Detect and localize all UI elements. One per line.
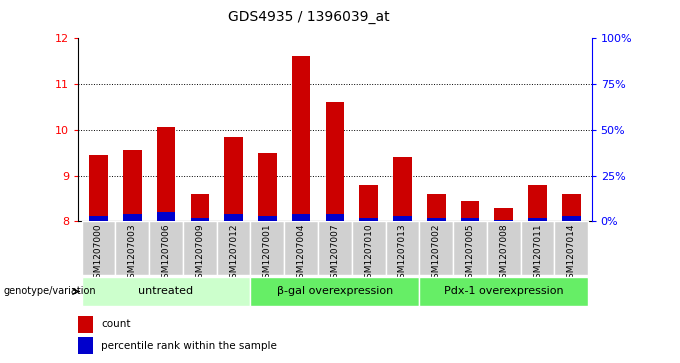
Bar [393,157,412,221]
Bar [360,218,378,221]
Text: GSM1207009: GSM1207009 [195,223,204,284]
Bar [420,221,453,275]
Text: GSM1207011: GSM1207011 [533,223,542,284]
Bar [528,218,547,221]
Text: GSM1207008: GSM1207008 [499,223,508,284]
Text: Pdx-1 overexpression: Pdx-1 overexpression [444,286,564,297]
Bar [224,214,243,221]
Bar [420,277,588,306]
Text: count: count [101,319,131,330]
Bar [562,216,581,221]
Text: percentile rank within the sample: percentile rank within the sample [101,340,277,351]
Bar [461,218,479,221]
Bar [224,136,243,221]
Bar [89,155,107,221]
Bar [190,218,209,221]
Bar [116,221,149,275]
Bar [156,212,175,221]
Text: GSM1207005: GSM1207005 [466,223,475,284]
Bar [292,214,310,221]
Bar [352,221,386,275]
Bar [78,338,92,354]
Bar [250,277,420,306]
Bar [123,214,141,221]
Bar [89,216,107,221]
Bar [250,221,284,275]
Bar [190,194,209,221]
Bar [258,153,277,221]
Bar [82,221,116,275]
Bar [292,56,310,221]
Bar [326,214,344,221]
Bar [427,194,445,221]
Text: GSM1207014: GSM1207014 [567,223,576,284]
Text: untreated: untreated [139,286,194,297]
Bar [487,221,521,275]
Bar [149,221,183,275]
Bar [156,127,175,221]
Bar [494,220,513,221]
Bar [78,316,92,333]
Bar [554,221,588,275]
Bar [453,221,487,275]
Text: β-gal overexpression: β-gal overexpression [277,286,393,297]
Bar [386,221,420,275]
Bar [494,208,513,221]
Text: genotype/variation: genotype/variation [3,286,96,297]
Bar [427,218,445,221]
Bar [521,221,554,275]
Bar [360,185,378,221]
Text: GSM1207007: GSM1207007 [330,223,339,284]
Text: GSM1207010: GSM1207010 [364,223,373,284]
Text: GSM1207002: GSM1207002 [432,223,441,284]
Bar [123,150,141,221]
Bar [284,221,318,275]
Text: GSM1207012: GSM1207012 [229,223,238,284]
Text: GSM1207000: GSM1207000 [94,223,103,284]
Bar [393,216,412,221]
Text: GSM1207003: GSM1207003 [128,223,137,284]
Bar [183,221,217,275]
Bar [562,194,581,221]
Bar [326,102,344,221]
Text: GSM1207006: GSM1207006 [162,223,171,284]
Bar [318,221,352,275]
Text: GSM1207013: GSM1207013 [398,223,407,284]
Bar [258,216,277,221]
Text: GSM1207001: GSM1207001 [263,223,272,284]
Text: GSM1207004: GSM1207004 [296,223,305,284]
Text: GDS4935 / 1396039_at: GDS4935 / 1396039_at [228,9,390,24]
Bar [461,201,479,221]
Bar [217,221,250,275]
Bar [528,185,547,221]
Bar [82,277,250,306]
